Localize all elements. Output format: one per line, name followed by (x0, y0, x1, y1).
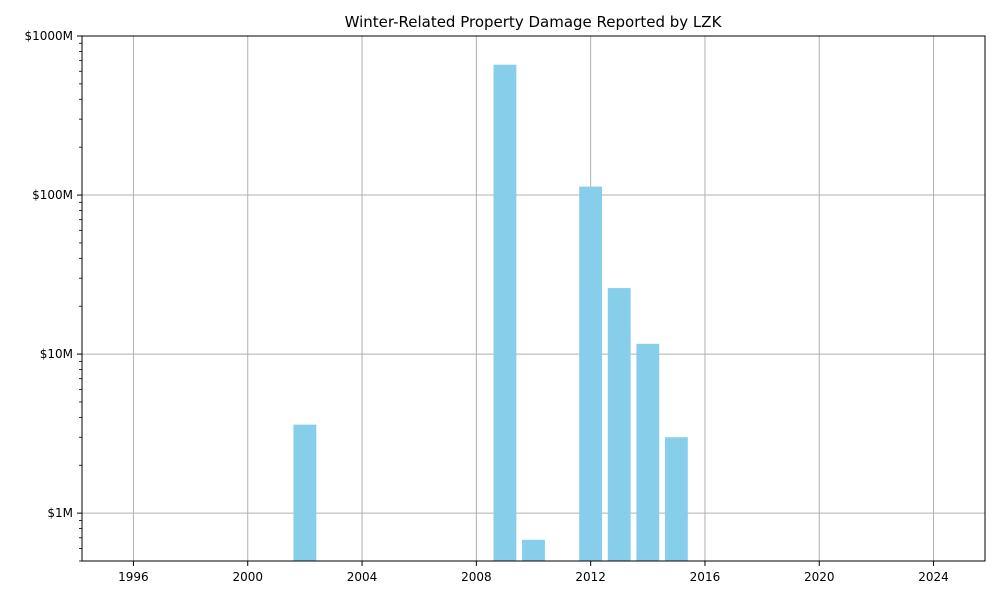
x-tick-label: 2012 (575, 570, 606, 584)
x-tick-label: 2020 (804, 570, 835, 584)
grid-layer (82, 35, 985, 561)
plot-frame (81, 35, 986, 562)
y-tick-label: $100M (32, 188, 73, 202)
x-tick-label: 2024 (918, 570, 949, 584)
bar (522, 539, 545, 561)
y-tick-label: $10M (40, 347, 73, 361)
x-tick-label: 1996 (118, 570, 149, 584)
y-tick-label: $1M (47, 506, 73, 520)
bar (293, 424, 317, 561)
axis-layer: 1996 2000 2004 2008 2012 2016 2020 2024 $1M $10M $… (24, 29, 986, 584)
bar (579, 186, 603, 561)
bar (636, 343, 660, 561)
x-tick-label: 2004 (347, 570, 378, 584)
bar (664, 437, 688, 561)
bar (493, 64, 517, 562)
bar-layer (293, 64, 688, 562)
bar (607, 288, 631, 561)
x-tick-label: 2016 (690, 570, 721, 584)
chart-title: Winter-Related Property Damage Reported … (345, 13, 723, 31)
x-tick-label: 2000 (232, 570, 263, 584)
x-tick-label: 2008 (461, 570, 492, 584)
y-tick-label: $1000M (24, 29, 73, 43)
